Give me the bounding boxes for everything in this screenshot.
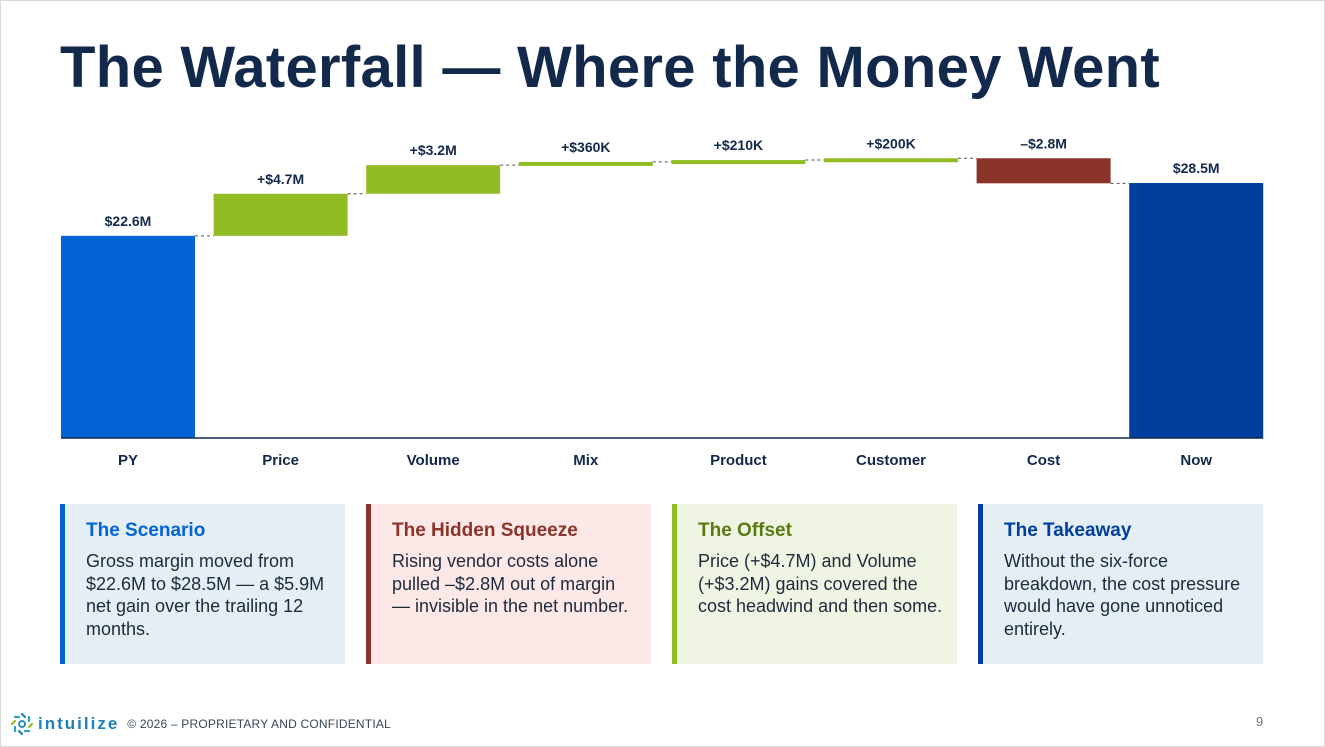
- card-takeaway: The Takeaway Without the six-force break…: [978, 504, 1263, 664]
- category-label-price: Price: [262, 452, 299, 469]
- page-number: 9: [1256, 714, 1264, 729]
- card-offset: The Offset Price (+$4.7M) and Volume (+$…: [672, 504, 957, 664]
- data-label-price: +$4.7M: [257, 171, 304, 187]
- bar-volume: [366, 165, 501, 194]
- category-label-py: PY: [118, 452, 138, 469]
- copyright-text: © 2026 – PROPRIETARY AND CONFIDENTIAL: [127, 717, 391, 731]
- category-label-volume: Volume: [407, 452, 460, 469]
- data-label-customer: +$200K: [866, 135, 915, 151]
- bar-product: [671, 160, 806, 165]
- slide-title: The Waterfall — Where the Money Went: [60, 35, 1161, 100]
- category-label-product: Product: [710, 452, 767, 469]
- footer: intuilize © 2026 – PROPRIETARY AND CONFI…: [10, 712, 391, 736]
- data-label-cost: –$2.8M: [1020, 135, 1067, 151]
- category-label-customer: Customer: [856, 452, 926, 469]
- card-heading: The Hidden Squeeze: [392, 520, 578, 541]
- bar-price: [213, 193, 348, 236]
- logo-text: intuilize: [38, 714, 120, 733]
- bar-py: [61, 235, 195, 438]
- chart-category-labels: PY Price Volume Mix Product Customer Cost Now: [118, 452, 1212, 469]
- category-label-now: Now: [1180, 452, 1212, 469]
- bar-mix: [518, 161, 653, 166]
- bar-now: [1129, 183, 1264, 438]
- card-body: Without the six-force breakdown, the cos…: [1004, 551, 1241, 639]
- card-body: Rising vendor costs alone pulled –$2.8M …: [392, 551, 629, 616]
- data-label-py: $22.6M: [105, 213, 152, 229]
- intuilize-logo-icon: [10, 712, 34, 736]
- bar-cost: [976, 158, 1111, 184]
- card-heading: The Takeaway: [1004, 520, 1132, 541]
- waterfall-chart: $22.6M +$4.7M +$3.2M +$360K +$210K +$200K –$2.…: [61, 135, 1264, 469]
- card-heading: The Scenario: [86, 520, 206, 541]
- bar-customer: [824, 158, 958, 163]
- card-scenario: The Scenario Gross margin moved from $22…: [60, 504, 345, 664]
- data-label-now: $28.5M: [1173, 160, 1220, 176]
- category-label-mix: Mix: [573, 452, 599, 469]
- card-heading: The Offset: [698, 520, 792, 541]
- chart-data-labels: $22.6M +$4.7M +$3.2M +$360K +$210K +$200K –$2.…: [105, 135, 1220, 229]
- data-label-volume: +$3.2M: [410, 142, 457, 158]
- card-body: Price (+$4.7M) and Volume (+$3.2M) gains…: [698, 551, 943, 616]
- data-label-mix: +$360K: [561, 139, 610, 155]
- data-label-product: +$210K: [714, 137, 763, 153]
- card-body: Gross margin moved from $22.6M to $28.5M…: [86, 551, 325, 639]
- category-label-cost: Cost: [1027, 452, 1060, 469]
- chart-bars: [61, 158, 1264, 438]
- card-hidden-squeeze: The Hidden Squeeze Rising vendor costs a…: [366, 504, 651, 664]
